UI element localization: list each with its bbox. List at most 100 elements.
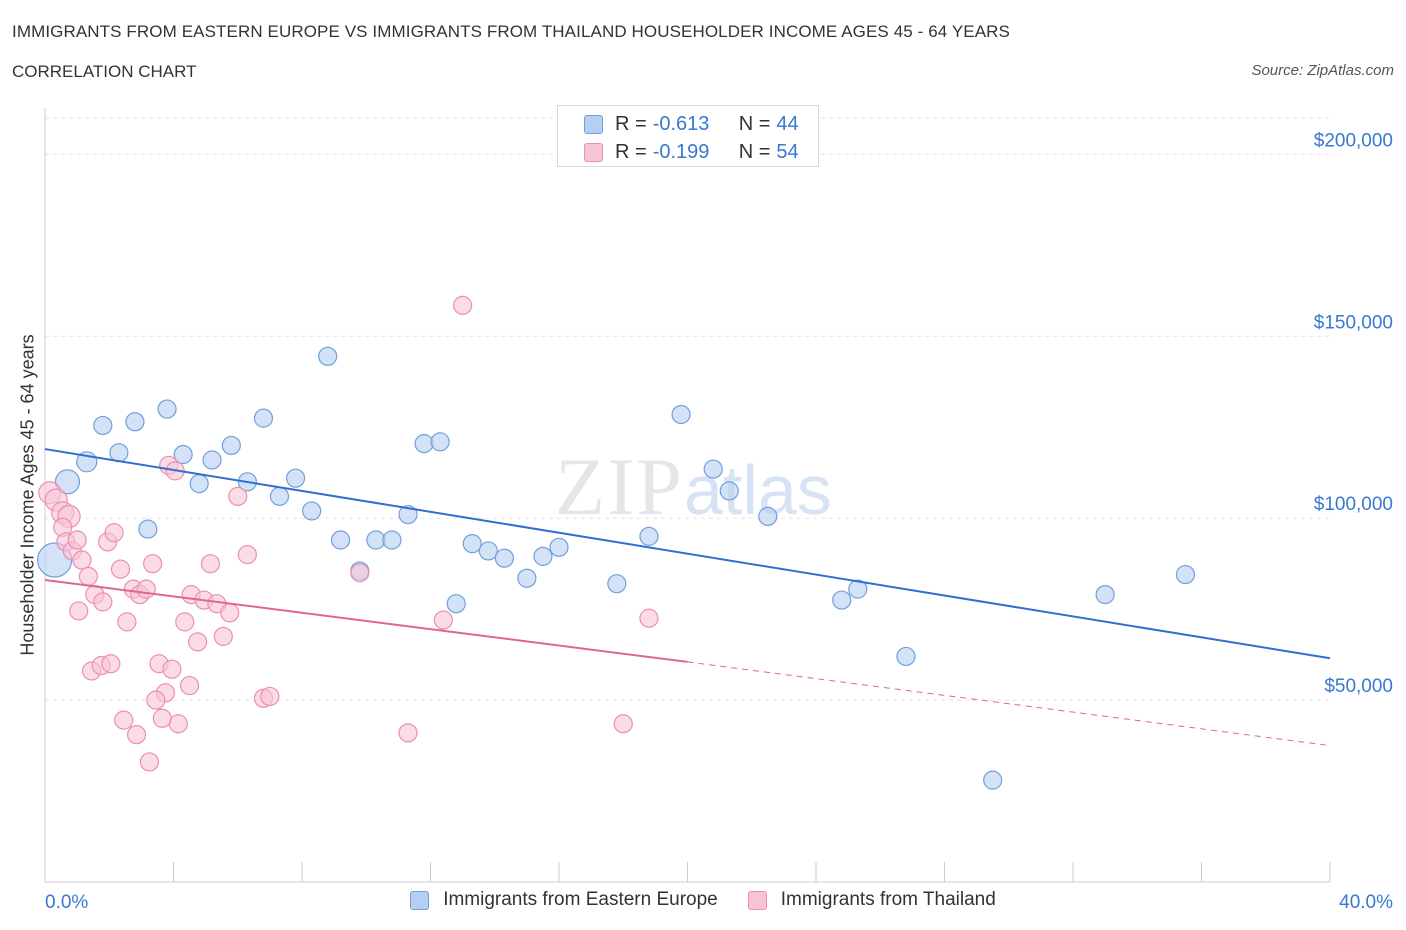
y-axis-label: Householder Income Ages 45 - 64 years	[17, 334, 38, 656]
legend-item-thailand[interactable]: Immigrants from Thailand	[747, 889, 996, 911]
stats-legend-row-thailand: R = -0.199 N = 54	[584, 140, 799, 164]
data-point-thailand	[162, 659, 182, 679]
data-point-eastern-europe	[430, 432, 450, 452]
data-point-thailand	[237, 544, 257, 565]
data-point-eastern-europe	[549, 537, 569, 557]
series-legend: Immigrants from Eastern Europe Immigrant…	[0, 889, 1406, 911]
data-point-thailand	[78, 566, 98, 587]
data-point-thailand	[213, 626, 233, 647]
data-point-thailand	[72, 550, 92, 570]
data-point-eastern-europe	[382, 530, 402, 550]
data-point-eastern-europe	[269, 486, 290, 506]
data-point-eastern-europe	[202, 450, 222, 470]
x-tick-label: 40.0%	[1339, 892, 1393, 913]
data-point-eastern-europe	[173, 444, 193, 465]
data-point-eastern-europe	[318, 346, 338, 366]
data-point-eastern-europe	[639, 526, 659, 546]
data-point-thailand	[152, 708, 172, 728]
y-tick-label: $200,000	[1314, 130, 1393, 151]
data-point-eastern-europe	[125, 412, 145, 432]
swatch-thailand	[584, 142, 603, 162]
data-point-thailand	[114, 710, 134, 730]
data-point-eastern-europe	[330, 530, 351, 550]
watermark: ZIPatlas	[555, 440, 832, 534]
data-point-thailand	[139, 752, 160, 772]
r-value: -0.613	[652, 112, 710, 135]
data-point-thailand	[639, 608, 659, 628]
n-value: 44	[776, 112, 799, 135]
data-point-thailand	[143, 554, 163, 574]
data-point-thailand	[67, 530, 87, 550]
data-point-eastern-europe	[302, 501, 322, 521]
chart-title: IMMIGRANTS FROM EASTERN EUROPE VS IMMIGR…	[12, 22, 1010, 41]
watermark-zip: ZIP	[555, 441, 684, 532]
data-point-eastern-europe	[366, 530, 386, 550]
data-point-eastern-europe	[54, 469, 81, 495]
data-point-thailand	[187, 632, 208, 652]
data-point-eastern-europe	[758, 506, 778, 526]
data-point-thailand	[179, 675, 200, 696]
data-point-eastern-europe	[398, 504, 418, 525]
legend-label-eastern-europe: Immigrants from Eastern Europe	[443, 889, 718, 910]
data-point-eastern-europe	[1175, 564, 1196, 585]
chart-subtitle: CORRELATION CHART	[12, 62, 197, 81]
data-point-thailand	[228, 486, 248, 506]
data-point-eastern-europe	[517, 568, 537, 588]
data-point-thailand	[398, 723, 418, 743]
data-point-thailand	[350, 563, 370, 583]
data-point-eastern-europe	[832, 590, 852, 610]
data-point-eastern-europe	[671, 404, 691, 425]
data-point-thailand	[200, 554, 221, 574]
data-point-eastern-europe	[189, 474, 209, 494]
data-point-eastern-europe	[138, 519, 158, 539]
r-label: R =	[615, 112, 647, 135]
r-label: R =	[615, 140, 647, 163]
data-point-eastern-europe	[533, 546, 553, 566]
data-point-thailand	[136, 579, 156, 599]
n-label: N =	[738, 140, 771, 163]
y-tick-label: $50,000	[1324, 676, 1393, 697]
data-point-eastern-europe	[703, 459, 723, 479]
data-point-eastern-europe	[253, 408, 274, 428]
data-point-thailand	[168, 714, 188, 734]
data-point-eastern-europe	[157, 399, 177, 419]
data-point-thailand	[146, 690, 166, 710]
legend-label-thailand: Immigrants from Thailand	[780, 889, 996, 910]
data-point-thailand	[117, 612, 137, 632]
data-point-thailand	[69, 601, 89, 621]
data-point-eastern-europe	[462, 534, 482, 554]
data-point-thailand	[613, 714, 633, 734]
data-point-eastern-europe	[221, 435, 241, 456]
stats-legend-row-eastern-europe: R = -0.613 N = 44	[584, 112, 799, 136]
data-point-eastern-europe	[109, 443, 129, 463]
r-value: -0.199	[652, 140, 710, 163]
data-point-eastern-europe	[719, 481, 739, 501]
data-point-eastern-europe	[285, 468, 306, 488]
data-point-thailand	[126, 725, 147, 745]
stats-legend: R = -0.613 N = 44 R = -0.199 N = 54	[557, 105, 819, 167]
x-tick-label: 0.0%	[45, 892, 88, 913]
trend-line-thailand	[44, 579, 688, 663]
data-point-thailand	[175, 612, 195, 632]
data-point-eastern-europe	[896, 646, 916, 667]
data-point-eastern-europe	[93, 415, 113, 436]
data-point-eastern-europe	[1095, 584, 1115, 605]
legend-item-eastern-europe[interactable]: Immigrants from Eastern Europe	[410, 889, 718, 911]
data-point-thailand	[110, 559, 131, 579]
n-value: 54	[776, 140, 799, 163]
data-point-eastern-europe	[446, 594, 466, 614]
data-point-eastern-europe	[494, 548, 514, 568]
y-tick-label: $150,000	[1314, 312, 1393, 333]
data-point-eastern-europe	[478, 541, 498, 561]
legend-swatch-thailand	[747, 890, 767, 910]
swatch-eastern-europe	[584, 114, 603, 134]
data-point-eastern-europe	[414, 434, 434, 454]
n-label: N =	[738, 112, 771, 135]
trend-line-eastern-europe	[44, 448, 1331, 660]
legend-swatch-eastern-europe	[410, 890, 430, 910]
data-point-eastern-europe	[848, 579, 868, 599]
trend-line-thailand-extension	[687, 661, 1331, 747]
data-point-eastern-europe	[983, 770, 1003, 790]
data-point-thailand	[260, 686, 280, 707]
data-point-thailand	[101, 654, 121, 674]
